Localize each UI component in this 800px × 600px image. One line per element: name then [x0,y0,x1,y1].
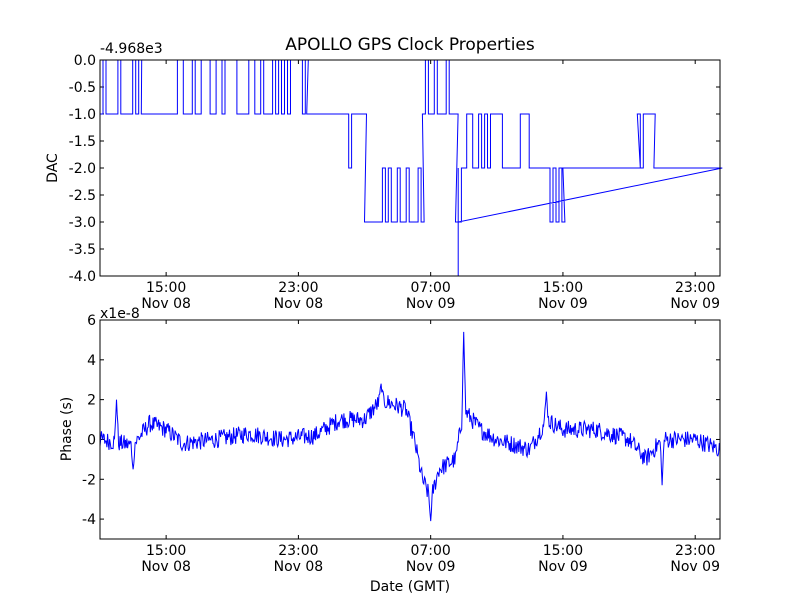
dac-offset-label: -4.968e3 [100,41,163,57]
dac-x-tick-date: Nov 09 [406,296,456,312]
phase-y-tick-label: -2 [82,472,96,488]
dac-y-tick-label: -1.5 [69,134,96,150]
phase-y-tick-label: -4 [82,512,96,528]
chart-title: APOLLO GPS Clock Properties [285,35,535,55]
dac-y-tick-label: -4.0 [69,269,96,285]
dac-panel: -4.968e3 DAC 0.0 -0.5 -1.0 -1.5 -2.0 -2.5 -3.0… [45,41,723,312]
dac-x-tick-time: 07:00 [410,280,450,296]
x-axis-label: Date (GMT) [370,579,450,595]
phase-x-tick-time: 07:00 [410,543,450,559]
dac-y-tick-label: -3.5 [69,242,96,258]
phase-y-tick-label: 4 [87,353,96,369]
dac-x-tick-date: Nov 08 [274,296,324,312]
phase-x-tick-time: 23:00 [278,543,318,559]
dac-y-tick-label: 0.0 [74,53,96,69]
dac-y-tick-label: -2.5 [69,188,96,204]
phase-offset-label: x1e-8 [100,306,140,322]
dac-y-tick-label: -3.0 [69,215,96,231]
dac-x-tick-date: Nov 08 [141,296,191,312]
dac-y-tick-label: -0.5 [69,80,96,96]
phase-y-tick-label: 6 [87,313,96,329]
dac-axes-frame [99,59,721,277]
dac-y-tick-label: -2.0 [69,161,96,177]
phase-x-tick-date: Nov 09 [670,559,720,575]
dac-y-axis-label: DAC [45,153,61,183]
phase-y-axis-label: Phase (s) [59,397,75,461]
dac-x-tick-time: 15:00 [146,280,186,296]
dac-ticks: 0.0 -0.5 -1.0 -1.5 -2.0 -2.5 -3.0 -3.5 -4.0 15:00… [69,53,720,312]
phase-x-tick-date: Nov 08 [141,559,191,575]
phase-x-tick-time: 15:00 [146,543,186,559]
dac-x-tick-time: 15:00 [543,280,583,296]
phase-y-tick-label: 0 [87,432,96,448]
phase-x-tick-date: Nov 09 [538,559,588,575]
dac-y-tick-label: -1.0 [69,107,96,123]
phase-plot-area [99,331,721,522]
dac-x-tick-time: 23:00 [675,280,715,296]
dac-x-tick-date: Nov 09 [670,296,720,312]
phase-series-line [99,331,721,522]
phase-x-tick-date: Nov 08 [274,559,324,575]
dac-x-tick-date: Nov 09 [538,296,588,312]
phase-axes-frame [99,319,721,540]
dac-x-tick-time: 23:00 [278,280,318,296]
phase-x-tick-time: 23:00 [675,543,715,559]
phase-x-tick-time: 15:00 [543,543,583,559]
phase-y-tick-label: 2 [87,393,96,409]
phase-x-tick-date: Nov 09 [406,559,456,575]
